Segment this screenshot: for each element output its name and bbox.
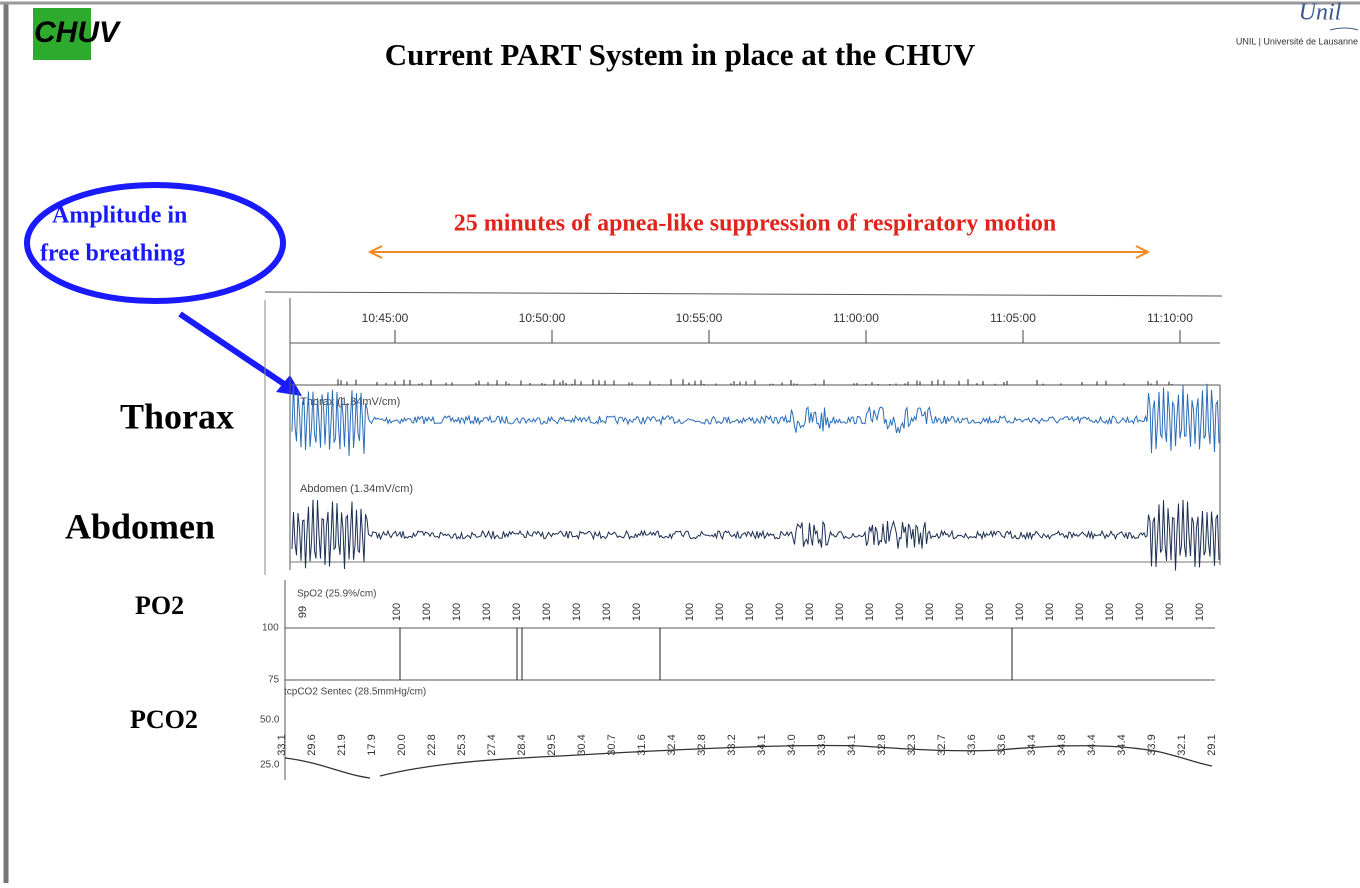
pco2-value: 28.4 xyxy=(516,734,528,755)
unil-subtitle: UNIL | Université de Lausanne xyxy=(1236,36,1358,46)
pco2-value: 33.6 xyxy=(966,734,978,755)
spo2-value: 100 xyxy=(834,603,846,621)
spo2-value: 100 xyxy=(421,603,433,621)
spo2-value: 100 xyxy=(1014,603,1026,621)
pco2-value: 25.3 xyxy=(456,734,468,755)
callout-line: free breathing xyxy=(40,241,185,267)
channel-label: Thorax (1.34mV/cm) xyxy=(300,396,400,408)
time-tick-label: 11:10:00 xyxy=(1147,311,1193,325)
pco2-value: 21.9 xyxy=(336,734,348,755)
pco2-value: 32.3 xyxy=(906,734,918,755)
spo2-value: 100 xyxy=(1104,603,1116,621)
axis-label: 25.0 xyxy=(260,760,280,771)
axis-label: 100 xyxy=(262,623,279,634)
pco2-value: 33.2 xyxy=(726,734,738,755)
pco2-value: 29.1 xyxy=(1206,734,1218,755)
spo2-value: 100 xyxy=(631,603,643,621)
spo2-value: 100 xyxy=(541,603,553,621)
spo2-value: 99 xyxy=(297,606,309,618)
time-tick-label: 10:45:00 xyxy=(362,311,409,325)
pco2-value: 27.4 xyxy=(486,734,498,755)
pco2-value: 30.4 xyxy=(576,734,588,755)
row-label: PO2 xyxy=(135,591,184,620)
pco2-value: 34.8 xyxy=(1056,734,1068,755)
spo2-value: 100 xyxy=(511,603,523,621)
spo2-value: 100 xyxy=(924,603,936,621)
spo2-value: 100 xyxy=(684,603,696,621)
pco2-value: 29.5 xyxy=(546,734,558,755)
channel-label: SpO2 (25.9%/cm) xyxy=(297,589,376,600)
spo2-value: 100 xyxy=(391,603,403,621)
slide: CHUV Unil UNIL | Université de Lausanne … xyxy=(0,0,1360,883)
spo2-value: 100 xyxy=(804,603,816,621)
pco2-value: 32.8 xyxy=(876,734,888,755)
spo2-value: 100 xyxy=(1044,603,1056,621)
unil-logo: Unil xyxy=(1299,0,1342,26)
pco2-value: 17.9 xyxy=(366,734,378,755)
pco2-value: 34.1 xyxy=(846,734,858,755)
pco2-value: 32.7 xyxy=(936,734,948,755)
time-tick-label: 11:00:00 xyxy=(833,311,879,325)
pco2-value: 33.6 xyxy=(996,734,1008,755)
pco2-value: 34.4 xyxy=(1116,734,1128,755)
spo2-value: 100 xyxy=(714,603,726,621)
time-tick-label: 11:05:00 xyxy=(990,311,1036,325)
row-label: PCO2 xyxy=(130,705,198,734)
spo2-value: 100 xyxy=(894,603,906,621)
axis-label: 75 xyxy=(268,675,280,686)
pco2-value: 34.4 xyxy=(1026,734,1038,755)
spo2-value: 100 xyxy=(1074,603,1086,621)
channel-label: tcpCO2 Sentec (28.5mmHg/cm) xyxy=(284,687,426,698)
pco2-value: 20.0 xyxy=(396,734,408,755)
pco2-value: 33.9 xyxy=(1146,734,1158,755)
annotation: 25 minutes of apnea-like suppression of … xyxy=(454,211,1056,237)
spo2-value: 100 xyxy=(774,603,786,621)
pco2-value: 29.6 xyxy=(306,734,318,755)
spo2-value: 100 xyxy=(954,603,966,621)
spo2-value: 100 xyxy=(571,603,583,621)
spo2-value: 100 xyxy=(984,603,996,621)
pco2-value: 34.1 xyxy=(756,734,768,755)
spo2-value: 100 xyxy=(451,603,463,621)
spo2-value: 100 xyxy=(864,603,876,621)
row-label: Abdomen xyxy=(65,506,215,546)
spo2-value: 100 xyxy=(1194,603,1206,621)
pco2-value: 32.8 xyxy=(696,734,708,755)
pco2-value: 34.4 xyxy=(1086,734,1098,755)
spo2-value: 100 xyxy=(1134,603,1146,621)
time-tick-label: 10:55:00 xyxy=(676,311,723,325)
title: Current PART System in place at the CHUV xyxy=(385,37,976,72)
pco2-value: 33.1 xyxy=(276,734,288,755)
spo2-value: 100 xyxy=(744,603,756,621)
pco2-value: 32.1 xyxy=(1176,734,1188,755)
pco2-value: 22.8 xyxy=(426,734,438,755)
time-tick-label: 10:50:00 xyxy=(519,311,566,325)
chuv-logo: CHUV xyxy=(34,16,122,49)
spo2-value: 100 xyxy=(1164,603,1176,621)
pco2-value: 34.0 xyxy=(786,734,798,755)
row-label: Thorax xyxy=(120,396,234,436)
spo2-value: 100 xyxy=(601,603,613,621)
callout-line: Amplitude in xyxy=(52,203,187,229)
spo2-value: 100 xyxy=(481,603,493,621)
axis-label: 50.0 xyxy=(260,715,280,726)
channel-label: Abdomen (1.34mV/cm) xyxy=(300,483,413,495)
pco2-value: 31.6 xyxy=(636,734,648,755)
pco2-value: 32.4 xyxy=(666,734,678,755)
